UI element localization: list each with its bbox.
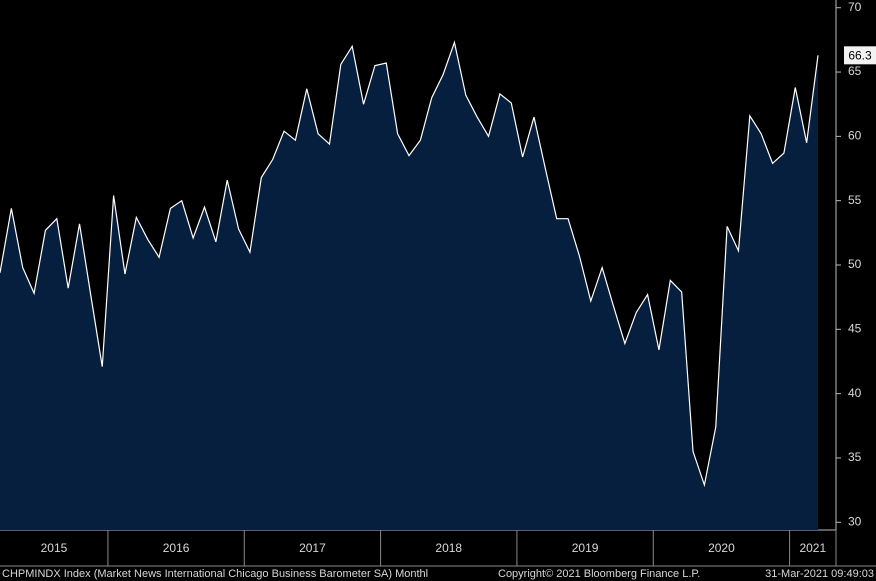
x-tick-label: 2019 [572, 541, 599, 555]
y-tick-label: 30 [848, 514, 862, 528]
area [0, 42, 818, 530]
x-tick-label: 2018 [435, 541, 462, 555]
y-tick-label: 55 [848, 193, 862, 207]
footer-copyright: Copyright© 2021 Bloomberg Finance L.P. [498, 568, 700, 580]
last-value-tag [844, 46, 876, 65]
footer-timestamp: 31-Mar-2021 09:49:03 [765, 568, 874, 580]
x-tick-label: 2017 [299, 541, 326, 555]
x-tick-label: 2020 [708, 541, 735, 555]
y-tick-label: 70 [848, 0, 862, 14]
y-tick-label: 35 [848, 450, 862, 464]
y-tick-label: 50 [848, 257, 862, 271]
x-tick-label: 2021 [799, 541, 826, 555]
y-tick-label: 65 [848, 64, 862, 78]
x-tick-label: 2016 [163, 541, 190, 555]
y-tick-label: 45 [848, 321, 862, 335]
y-tick-label: 40 [848, 386, 862, 400]
y-tick-label: 60 [848, 129, 862, 143]
last-value-label: 66.3 [848, 48, 872, 62]
x-tick-label: 2015 [41, 541, 68, 555]
line [0, 40, 819, 488]
footer-source: CHPMINDX Index (Market News Internationa… [2, 568, 428, 580]
